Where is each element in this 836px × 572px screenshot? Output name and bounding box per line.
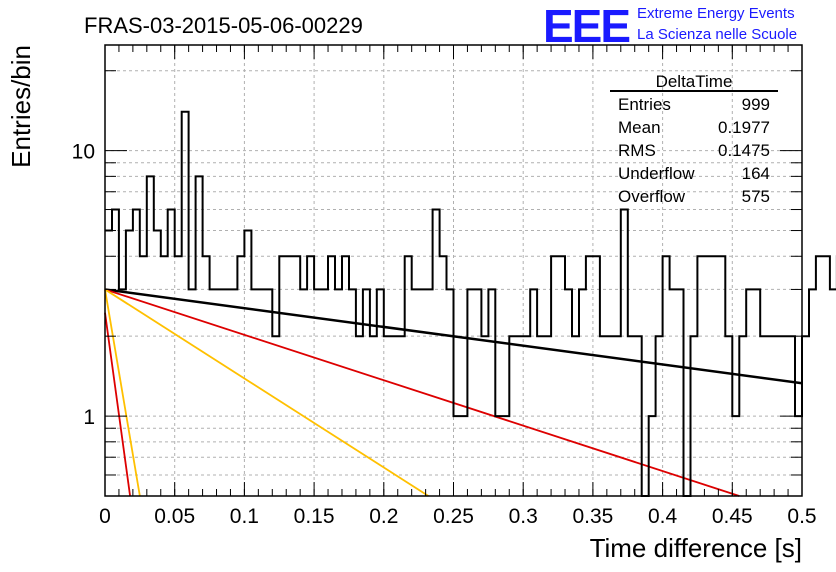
stats-row-value: 0.1475 [718,141,770,160]
stats-row-label: Mean [618,118,661,137]
axis-ticks [104,45,803,496]
x-axis-label: Time difference [s] [590,533,802,563]
stats-row-value: 164 [742,164,770,183]
stats-row-label: Entries [618,95,671,114]
fit-curve [104,288,429,497]
x-tick-label: 0.1 [230,505,259,528]
logo-line-1: Extreme Energy Events [637,5,795,22]
fit-curve [104,289,141,497]
stats-row-value: 575 [742,187,770,206]
x-tick-label: 0.35 [572,505,613,528]
x-tick-label: 0.25 [433,505,474,528]
stats-row-value: 999 [742,95,770,114]
fit-curves [104,288,803,497]
stats-rows: Entries 999 Mean 0.1977 RMS 0.1475 Underflow 16… [618,95,770,206]
x-tick-label: 0.2 [369,505,398,528]
x-tick-label: 0.05 [154,505,195,528]
logo-line-2: La Scienza nelle Scuole [637,26,797,43]
stats-row-label: Underflow [618,164,695,183]
run-title: FRAS-03-2015-05-06-00229 [84,13,363,38]
y-tick-label: 10 [72,141,95,164]
x-tick-label: 0.4 [648,505,678,528]
stats-box: DeltaTime Entries 999 Mean 0.1977 RMS 0.1475 U… [610,72,778,206]
fit-curve [104,288,740,497]
x-tick-label: 0.3 [509,505,538,528]
x-tick-label: 0 [99,505,111,528]
stats-row-label: RMS [618,141,656,160]
eee-logo: EEE [543,0,629,52]
fit-curve [104,312,131,497]
tick-labels: 0 0.05 0.1 0.15 0.2 0.25 0.3 0.35 0.4 0.45 0.5 1 10 [72,141,817,528]
stats-row-value: 0.1977 [718,118,770,137]
stats-title: DeltaTime [656,72,733,91]
y-axis-label: Entries/bin [6,45,36,168]
stats-row-label: Overflow [618,187,686,206]
y-tick-label: 1 [83,406,95,429]
x-tick-label: 0.5 [787,505,816,528]
x-tick-label: 0.15 [294,505,335,528]
x-tick-label: 0.45 [712,505,753,528]
